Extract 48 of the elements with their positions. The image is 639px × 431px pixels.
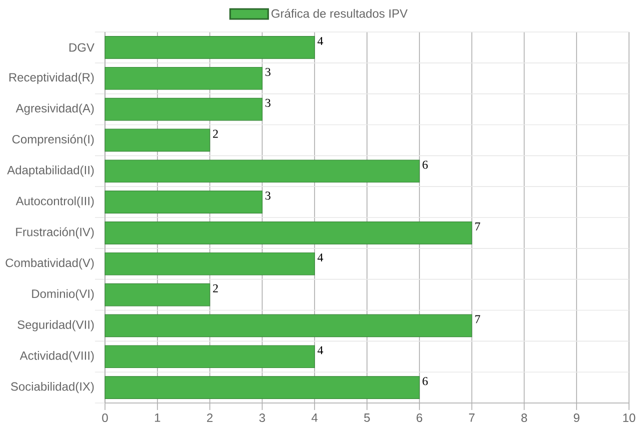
x-tick-label: 5 [364, 414, 370, 422]
bar [104, 98, 263, 121]
bar [104, 252, 315, 276]
data-label: 4 [318, 346, 324, 354]
y-tick-label: Actividad(VIII) [20, 351, 94, 362]
legend-label: Gráfica de resultados IPV [272, 8, 408, 18]
data-label: 7 [475, 222, 480, 230]
data-label: 7 [475, 315, 480, 324]
bar [104, 314, 472, 338]
bar [104, 66, 263, 90]
data-label: 6 [422, 377, 428, 386]
x-tick-label: 10 [623, 414, 636, 422]
x-tick-label: 9 [574, 414, 580, 422]
bar [104, 128, 210, 152]
x-tick-label: 0 [102, 414, 108, 422]
y-tick-label: Seguridad(VII) [18, 320, 94, 332]
x-tick-label: 2 [207, 414, 213, 422]
y-tick-label: Agresividad(A) [16, 104, 94, 115]
bar [104, 376, 420, 399]
y-tick-label: Combatividad(V) [6, 258, 94, 270]
x-tick-label: 7 [469, 414, 475, 422]
y-tick-label: Adaptabilidad(II) [7, 166, 94, 177]
x-tick-label: 3 [259, 414, 266, 422]
data-label: 4 [318, 37, 324, 45]
data-label: 6 [422, 160, 428, 169]
data-label: 3 [265, 98, 270, 107]
data-label: 4 [318, 253, 324, 262]
data-label: 2 [213, 284, 218, 292]
x-tick-label: 1 [154, 414, 160, 422]
data-label: 3 [265, 68, 270, 76]
data-label: 2 [213, 130, 218, 138]
bar [104, 345, 315, 368]
y-tick-label: Comprensión(I) [12, 134, 94, 146]
y-tick-label: Autocontrol(III) [16, 196, 94, 208]
x-tick-label: 8 [521, 414, 528, 422]
x-tick-label: 6 [416, 414, 422, 422]
x-tick-label: 4 [312, 414, 318, 422]
bar [104, 222, 472, 244]
bar [104, 36, 315, 59]
bar [104, 190, 263, 214]
data-label: 3 [265, 192, 270, 200]
bar [104, 283, 210, 306]
y-tick-label: DGV [69, 43, 94, 52]
y-tick-label: Sociabilidad(IX) [10, 382, 94, 394]
y-tick-label: Frustración(IV) [16, 227, 94, 239]
bar [104, 160, 420, 183]
y-tick-label: Receptividad(R) [9, 72, 94, 84]
y-tick-label: Dominio(VI) [32, 289, 94, 300]
